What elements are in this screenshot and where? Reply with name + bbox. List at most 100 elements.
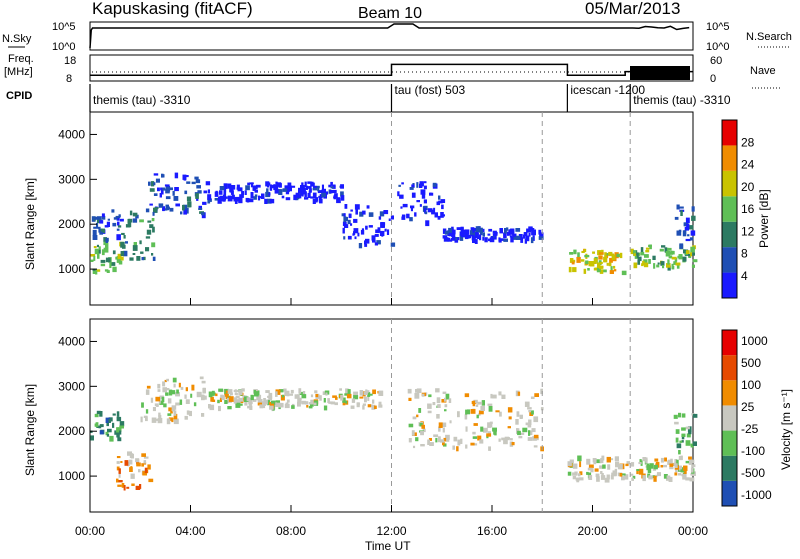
velocity-colorbar: 1000 500 100 25 -25 -100 -500 -1000 [721, 329, 772, 507]
heatmap-cell [583, 268, 587, 274]
heatmap-cell [116, 257, 121, 263]
heatmap-cell [532, 235, 535, 241]
heatmap-cell [183, 204, 188, 211]
heatmap-cell [533, 434, 539, 439]
heatmap-cell [361, 228, 364, 234]
x-tick-label: 12:00 [376, 524, 406, 538]
heatmap-cell [608, 251, 613, 257]
heatmap-cell [169, 187, 173, 191]
heatmap-cell [238, 389, 243, 395]
heatmap-cell [132, 212, 138, 217]
heatmap-cell [515, 390, 520, 397]
heatmap-cell [330, 401, 336, 405]
heatmap-cell [668, 251, 673, 255]
heatmap-cell [247, 182, 250, 186]
heatmap-cell [357, 232, 360, 237]
heatmap-cell [100, 259, 106, 263]
heatmap-cell [593, 267, 597, 271]
heatmap-cell [441, 204, 444, 210]
heatmap-cell [275, 400, 280, 404]
heatmap-cell [613, 269, 617, 272]
heatmap-cell [261, 401, 266, 406]
heatmap-cell [258, 196, 262, 199]
heatmap-cell [298, 388, 302, 394]
heatmap-cell [681, 440, 684, 443]
y-tick-label: 2000 [58, 424, 85, 438]
heatmap-cell [201, 212, 206, 219]
colorbar-tick: -1000 [741, 488, 772, 502]
heatmap-cell [127, 451, 132, 456]
heatmap-cell [581, 259, 585, 262]
heatmap-cell [662, 265, 665, 269]
heatmap-cell [624, 474, 629, 480]
heatmap-cell [636, 469, 640, 471]
heatmap-cell [117, 430, 122, 435]
heatmap-cell [421, 393, 425, 397]
heatmap-cell [359, 396, 364, 399]
heatmap-cell [300, 188, 304, 192]
heatmap-cell [465, 426, 468, 432]
heatmap-cell [638, 252, 641, 256]
heatmap-cell [683, 465, 688, 471]
heatmap-cell [261, 193, 265, 199]
heatmap-cell [440, 212, 444, 218]
heatmap-cell [234, 392, 238, 395]
heatmap-cell [253, 399, 257, 402]
heatmap-cell [598, 265, 603, 269]
heatmap-cell [105, 431, 109, 436]
velocity-colorbar-label: Velocity [m s⁻¹] [779, 389, 793, 470]
heatmap-cell [619, 252, 623, 259]
heatmap-cell [201, 212, 205, 216]
heatmap-cell [300, 185, 305, 190]
heatmap-cell [266, 184, 269, 188]
heatmap-cell [241, 388, 245, 392]
heatmap-cell [207, 194, 212, 200]
heatmap-cell [332, 184, 336, 187]
heatmap-cell [274, 189, 279, 194]
heatmap-cell [378, 401, 382, 408]
heatmap-cell [306, 405, 309, 408]
heatmap-cell [313, 402, 317, 406]
heatmap-cell [409, 217, 413, 222]
heatmap-cell [151, 181, 155, 187]
heatmap-cell [158, 412, 161, 418]
colorbar-swatch [722, 247, 737, 273]
heatmap-cell [143, 456, 149, 459]
heatmap-cell [353, 395, 359, 400]
heatmap-cell [172, 190, 175, 196]
heatmap-cell [101, 249, 105, 256]
heatmap-cell [533, 416, 539, 423]
heatmap-cell [452, 235, 456, 241]
heatmap-cell [636, 252, 639, 258]
heatmap-cell [691, 206, 695, 212]
heatmap-cell [321, 192, 326, 198]
heatmap-cell [678, 469, 683, 472]
velocity-cells [90, 376, 698, 491]
heatmap-cell [615, 461, 620, 468]
heatmap-cell [686, 223, 690, 230]
heatmap-cell [364, 243, 368, 247]
heatmap-cell [374, 405, 377, 409]
heatmap-cell [318, 195, 323, 198]
heatmap-cell [116, 478, 119, 483]
heatmap-cell [312, 198, 316, 204]
heatmap-cell [637, 260, 640, 265]
heatmap-cell [312, 187, 318, 191]
heatmap-cell [465, 409, 468, 415]
heatmap-cell [507, 407, 513, 413]
heatmap-cell [614, 456, 619, 461]
heatmap-cell [264, 198, 268, 204]
heatmap-cell [340, 394, 344, 401]
heatmap-cell [507, 426, 511, 429]
heatmap-cell [492, 233, 497, 240]
heatmap-cell [424, 181, 427, 184]
heatmap-cell [256, 184, 261, 188]
heatmap-cell [141, 453, 146, 457]
heatmap-cell [125, 224, 131, 228]
heatmap-cell [175, 392, 180, 397]
heatmap-cell [123, 235, 126, 239]
y-tick-label: 1000 [58, 469, 85, 483]
heatmap-cell [264, 399, 268, 405]
heatmap-cell [323, 398, 326, 403]
heatmap-cell [428, 438, 432, 441]
